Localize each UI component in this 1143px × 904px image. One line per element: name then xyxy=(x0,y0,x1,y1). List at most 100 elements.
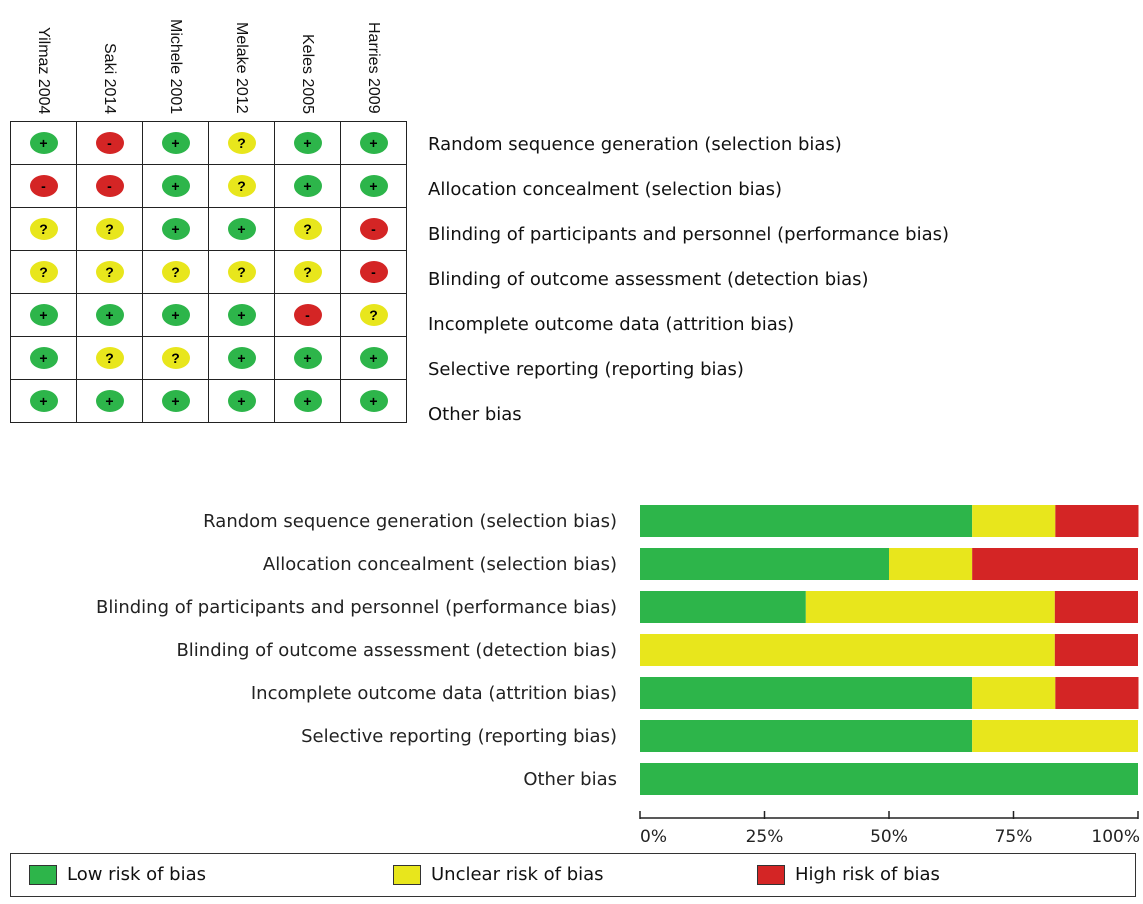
grid-cell: ? xyxy=(274,207,341,251)
legend-swatch-low xyxy=(29,865,57,885)
grid-cell: ? xyxy=(10,250,77,294)
grid-cell: ? xyxy=(76,336,143,380)
low-risk-dot: + xyxy=(161,132,190,154)
grid-cell: + xyxy=(340,336,407,380)
grid-row: +?? + + + xyxy=(10,336,407,380)
low-risk-dot: + xyxy=(293,347,322,369)
x-tick-label: 25% xyxy=(746,827,784,845)
grid-cell: + xyxy=(208,293,275,337)
low-risk-dot: + xyxy=(161,218,190,240)
grid-cell: + xyxy=(274,121,341,165)
grid-cell: ? xyxy=(274,250,341,294)
grid-cell: + xyxy=(76,293,143,337)
low-risk-segment xyxy=(640,548,889,580)
unclear-risk-dot: ? xyxy=(95,218,124,240)
domain-label: Incomplete outcome data (attrition bias) xyxy=(428,314,795,335)
grid-cell: + xyxy=(274,379,341,423)
unclear-risk-dot: ? xyxy=(95,347,124,369)
high-risk-segment xyxy=(1054,591,1138,623)
grid-row: - - +? + + xyxy=(10,164,407,208)
low-risk-segment xyxy=(640,763,1138,795)
study-label: Melake 2012 xyxy=(233,22,250,114)
low-risk-dot: + xyxy=(227,218,256,240)
grid-cell: + xyxy=(208,379,275,423)
unclear-risk-dot: ? xyxy=(227,175,256,197)
legend-swatch-unclear xyxy=(393,865,421,885)
grid-cell: - xyxy=(340,207,407,251)
unclear-risk-dot: ? xyxy=(359,304,388,326)
unclear-risk-dot: ? xyxy=(293,218,322,240)
grid-row: + + + + -? xyxy=(10,293,407,337)
x-tick-label: 100% xyxy=(1091,827,1140,845)
high-risk-segment xyxy=(1055,505,1139,537)
risk-of-bias-summary: Yilmaz 2004 Saki 2014 Michele 2001 Melake 2… xyxy=(10,0,1143,450)
category-label: Selective reporting (reporting bias) xyxy=(301,726,617,747)
grid-row: ????? - xyxy=(10,250,407,294)
low-risk-segment xyxy=(640,505,973,537)
grid-cell: - xyxy=(10,164,77,208)
grid-cell: + xyxy=(142,379,209,423)
unclear-risk-dot: ? xyxy=(161,347,190,369)
grid-cell: - xyxy=(76,164,143,208)
x-tick-label: 75% xyxy=(995,827,1033,845)
grid-cell: + xyxy=(208,336,275,380)
category-label: Other bias xyxy=(523,769,617,790)
low-risk-dot: + xyxy=(29,390,58,412)
high-risk-segment xyxy=(972,548,1138,580)
category-label: Random sequence generation (selection bi… xyxy=(203,511,617,532)
low-risk-dot: + xyxy=(293,175,322,197)
category-label: Incomplete outcome data (attrition bias) xyxy=(251,683,617,704)
grid-cell: ? xyxy=(76,250,143,294)
study-label: Keles 2005 xyxy=(299,33,316,114)
high-risk-segment xyxy=(1055,677,1139,709)
x-tick-label: 0% xyxy=(640,827,667,845)
grid-cell: + xyxy=(274,164,341,208)
grid-cell: + xyxy=(142,121,209,165)
legend-label-low: Low risk of bias xyxy=(67,864,206,885)
unclear-risk-dot: ? xyxy=(227,132,256,154)
domain-label: Blinding of participants and personnel (… xyxy=(428,224,950,245)
legend-label-high: High risk of bias xyxy=(795,864,940,885)
legend-label-unclear: Unclear risk of bias xyxy=(431,864,604,885)
low-risk-dot: + xyxy=(227,390,256,412)
low-risk-dot: + xyxy=(161,175,190,197)
grid-cell: - xyxy=(76,121,143,165)
unclear-risk-segment xyxy=(972,677,1056,709)
domain-label: Random sequence generation (selection bi… xyxy=(428,134,842,155)
grid-cell: + xyxy=(142,164,209,208)
high-risk-dot: - xyxy=(293,304,322,326)
grid-cell: + xyxy=(142,293,209,337)
unclear-risk-segment xyxy=(889,548,973,580)
category-label: Blinding of participants and personnel (… xyxy=(96,597,617,618)
low-risk-segment xyxy=(640,720,973,752)
grid-cell: - xyxy=(340,250,407,294)
domain-label: Blinding of outcome assessment (detectio… xyxy=(428,269,869,290)
grid-row: ?? + +? - xyxy=(10,207,407,251)
grid-row: + - +? + + xyxy=(10,121,407,165)
grid-cell: + xyxy=(76,379,143,423)
low-risk-dot: + xyxy=(293,390,322,412)
grid-cell: ? xyxy=(142,336,209,380)
high-risk-dot: - xyxy=(29,175,58,197)
low-risk-dot: + xyxy=(29,132,58,154)
grid-cell: ? xyxy=(340,293,407,337)
unclear-risk-dot: ? xyxy=(227,261,256,283)
study-label: Harries 2009 xyxy=(365,22,382,114)
grid-cell: ? xyxy=(76,207,143,251)
low-risk-dot: + xyxy=(29,347,58,369)
unclear-risk-segment xyxy=(640,634,1055,666)
grid-cell: + xyxy=(10,121,77,165)
grid-cell: + xyxy=(208,207,275,251)
low-risk-segment xyxy=(640,677,973,709)
grid-cell: + xyxy=(10,336,77,380)
grid-cell: ? xyxy=(208,121,275,165)
unclear-risk-segment xyxy=(972,505,1056,537)
risk-of-bias-graph: Random sequence generation (selection bi… xyxy=(96,505,1140,845)
grid-cell: + xyxy=(340,121,407,165)
domain-label: Allocation concealment (selection bias) xyxy=(428,179,783,200)
category-label: Blinding of outcome assessment (detectio… xyxy=(176,640,617,661)
unclear-risk-segment xyxy=(805,591,1055,623)
risk-of-bias-grid: + - +? + + - - +? + +?? + +? -????? - + + + + -? +?? + + + + + + +… xyxy=(10,121,407,423)
unclear-risk-dot: ? xyxy=(161,261,190,283)
low-risk-dot: + xyxy=(227,347,256,369)
